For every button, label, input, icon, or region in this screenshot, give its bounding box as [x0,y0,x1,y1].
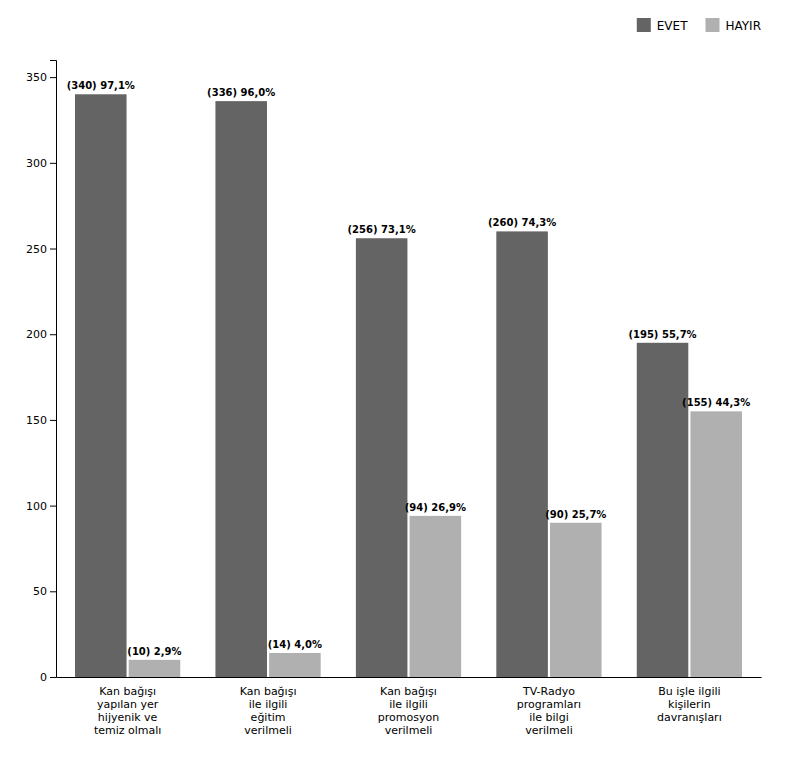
x-tick-label: Kan bağışıile ilgilieğitimverilmeli [240,685,297,738]
y-tick-label: 100 [26,500,47,513]
x-tick-label-line: ile ilgili [249,698,288,711]
y-tick-label: 350 [26,71,47,84]
y-tick-label: 0 [40,671,47,684]
data-label: (10) 2,9% [127,646,181,657]
x-tick-label-line: ile ilgili [389,698,428,711]
x-tick-label-line: ile bilgi [529,711,569,724]
bar [269,653,321,677]
plot-area: 050100150200250300350Kan bağışıyapılan y… [26,61,762,738]
x-tick-label-line: Kan bağışı [240,685,297,698]
y-axis-line [50,61,57,678]
x-tick: Kan bağışıile ilgilieğitimverilmeli [240,677,297,737]
y-tick-mark [50,420,56,421]
y-axis: 0 50 100 150 200 250 300 350 [26,61,57,685]
legend-label: EVET [657,19,688,33]
x-tick-label-line: Bu işle ilgili [658,685,720,698]
y-tick: 250 [26,243,56,256]
x-tick-label-line: TV-Radyo [522,685,575,698]
y-tick-mark [50,677,56,678]
data-label: (155) 44,3% [682,397,750,408]
x-tick: Kan bağışıyapılan yerhijyenik vetemiz ol… [94,677,161,737]
y-tick-label: 50 [33,585,47,598]
x-tick-label-line: verilmeli [385,724,433,737]
y-tick-mark [50,77,56,78]
legend-item: HAYIR [705,18,761,33]
data-label: (90) 25,7% [545,509,606,520]
legend-label: HAYIR [725,19,761,33]
y-tick-label: 250 [26,243,47,256]
bar-series [75,94,688,677]
y-tick-label: 150 [26,414,47,427]
bar [75,94,127,677]
x-tick-label-line: Kan bağışı [99,685,156,698]
x-tick-label-line: Kan bağışı [380,685,437,698]
y-tick: 0 [40,671,56,684]
x-tick-label: TV-Radyoprogramlarıile bilgiverilmeli [517,685,581,738]
bar [690,411,742,677]
chart-svg: 050100150200250300350Kan bağışıyapılan y… [0,0,785,777]
x-tick-label: Kan bağışıyapılan yerhijyenik vetemiz ol… [94,685,161,738]
x-tick-label: Bu işle ilgilikişilerindavranışları [657,685,722,724]
y-tick: 100 [26,500,56,513]
x-tick-label-line: yapılan yer [97,698,159,711]
bar [410,516,462,677]
y-tick-mark [50,591,56,592]
x-tick-label-line: kişilerin [668,698,711,711]
bar [129,660,181,677]
x-tick-label-line: promosyon [378,711,439,724]
y-tick-mark [50,334,56,335]
legend-swatch [637,18,651,32]
x-tick: Bu işle ilgilikişilerindavranışları [657,677,722,724]
x-tick-label-line: verilmeli [525,724,573,737]
data-label: (14) 4,0% [268,639,322,650]
x-axis-line [57,677,762,678]
bar [637,343,689,677]
x-tick-label-line: programları [517,698,581,711]
y-tick: 200 [26,328,56,341]
legend: EVET HAYIR [637,18,761,33]
bar [496,231,548,677]
y-tick-label: 300 [26,157,47,170]
bar [550,523,602,677]
x-tick-label-line: temiz olmalı [94,724,161,737]
data-label: (336) 96,0% [207,87,275,98]
data-label: (340) 97,1% [67,80,135,91]
y-tick-mark [50,163,56,164]
y-tick-mark [50,249,56,250]
bar [215,101,267,677]
y-tick: 300 [26,157,56,170]
x-axis: Kan bağışıyapılan yerhijyenik vetemiz ol… [57,677,762,737]
x-tick: TV-Radyoprogramlarıile bilgiverilmeli [517,677,581,737]
y-tick-label: 200 [26,328,47,341]
x-tick-label-line: eğitim [251,711,286,724]
data-label: (195) 55,7% [628,329,696,340]
y-tick: 350 [26,71,56,84]
x-tick-label-line: davranışları [657,711,722,724]
x-tick-label: Kan bağışıile ilgilipromosyonverilmeli [378,685,439,738]
legend-item: EVET [637,18,688,33]
bars [75,94,742,677]
y-tick: 50 [33,585,56,598]
data-label: (260) 74,3% [488,217,556,228]
x-tick: Kan bağışıile ilgilipromosyonverilmeli [378,677,439,737]
y-tick-mark [50,506,56,507]
data-label: (256) 73,1% [348,224,416,235]
data-label: (94) 26,9% [405,502,466,513]
y-tick: 150 [26,414,56,427]
bar-series [129,411,742,677]
x-tick-label-line: verilmeli [244,724,292,737]
x-tick-label-line: hijyenik ve [98,711,158,724]
legend-swatch [705,18,719,32]
bar [356,238,408,677]
data-labels: (340) 97,1% (336) 96,0% (256) 73,1% (260) 7… [67,80,751,657]
